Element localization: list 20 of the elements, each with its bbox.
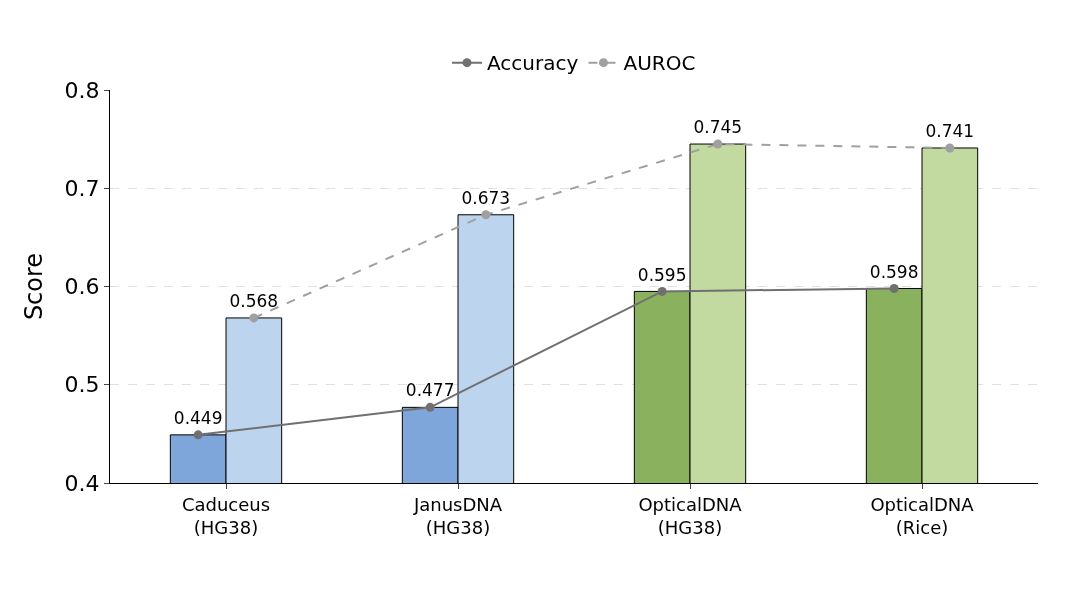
data-label: 0.449 bbox=[173, 407, 223, 428]
x-tick-label: OpticalDNA (HG38) bbox=[638, 493, 743, 538]
x-tick-label: Caduceus (HG38) bbox=[181, 493, 271, 538]
y-tick-label: 0.7 bbox=[64, 175, 100, 201]
data-label: 0.745 bbox=[693, 117, 743, 138]
data-label: 0.673 bbox=[461, 187, 511, 208]
data-label: 0.595 bbox=[637, 264, 687, 285]
x-tick-label: JanusDNA (HG38) bbox=[412, 493, 503, 538]
data-label: 0.598 bbox=[869, 261, 919, 282]
legend-label: AUROC bbox=[623, 51, 696, 76]
y-tick-label: 0.6 bbox=[64, 274, 100, 300]
y-tick-label: 0.4 bbox=[64, 470, 100, 496]
y-axis-title: Score bbox=[19, 252, 48, 321]
y-tick-label: 0.8 bbox=[64, 77, 100, 103]
data-label: 0.568 bbox=[229, 291, 279, 312]
x-tick-label: OpticalDNA (Rice) bbox=[870, 493, 975, 538]
data-label: 0.741 bbox=[925, 121, 975, 142]
legend-label: Accuracy bbox=[487, 51, 579, 76]
data-label: 0.477 bbox=[405, 380, 455, 401]
y-tick-label: 0.5 bbox=[64, 372, 100, 398]
